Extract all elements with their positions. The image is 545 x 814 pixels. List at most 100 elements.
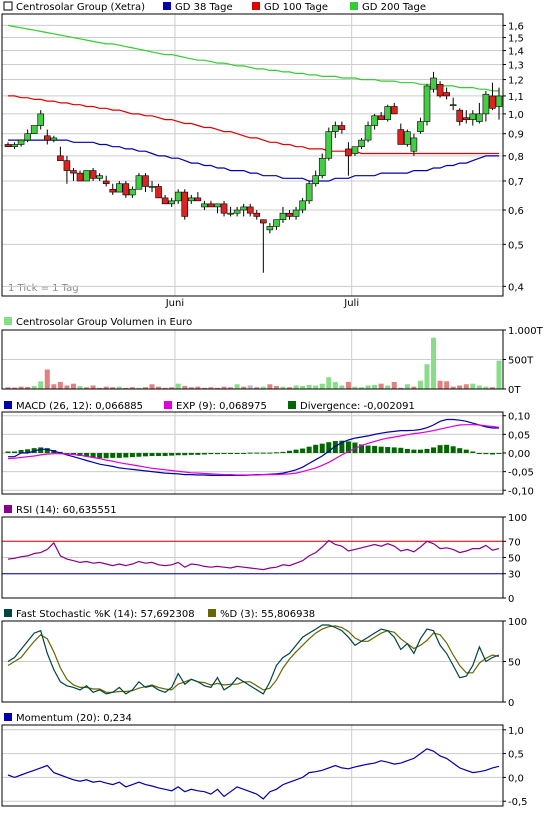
legend-swatch (4, 401, 12, 409)
candle-body (37, 113, 45, 126)
candle-body (397, 129, 405, 145)
candle-body (148, 186, 156, 188)
y-tick-label: 1,3 (508, 60, 524, 71)
volume-bar (201, 387, 207, 389)
legend-swatch (4, 713, 12, 721)
candle-body (30, 125, 38, 135)
legend-rsi: RSI (14): 60,635551 (16, 505, 117, 516)
price-ma-line (8, 139, 499, 182)
volume-legend: Centrosolar Group Volumen in Euro (4, 317, 192, 328)
legend-swatch (164, 401, 172, 409)
divergence-bar (12, 451, 18, 453)
candle-body (129, 188, 136, 196)
candle-body (50, 137, 58, 141)
y-tick-label: 1,1 (508, 92, 524, 103)
y-tick-label: 30 (508, 570, 521, 581)
divergence-bar (90, 453, 96, 458)
legend-stoch-k: Fast Stochastic %K (14): 57,692308 (16, 609, 195, 620)
volume-bar (267, 384, 273, 389)
candle-body (312, 175, 319, 185)
y-tick-label: 70 (508, 537, 521, 548)
candle-body (220, 203, 228, 214)
momentum-legend: Momentum (20): 0,234 (4, 713, 132, 724)
y-tick-label: 100 (508, 513, 527, 524)
candle-body (11, 144, 18, 147)
divergence-bar (365, 445, 371, 453)
divergence-bar (280, 451, 286, 453)
legend-swatch (4, 317, 12, 325)
candle-body (24, 133, 31, 141)
volume-bar (450, 386, 456, 389)
divergence-bar (470, 451, 476, 453)
volume-bar (182, 386, 188, 389)
macd-panel-frame (1, 411, 504, 495)
volume-bar (372, 384, 378, 389)
divergence-bar (411, 449, 417, 453)
divergence-bar (359, 444, 365, 453)
candle-body (443, 92, 450, 97)
divergence-bar (457, 448, 463, 453)
candle-body (43, 135, 51, 141)
candle-body (404, 131, 411, 145)
stoch-panel-frame (1, 620, 504, 703)
volume-bar (260, 386, 266, 389)
x-tick-label: Juni (165, 298, 184, 309)
divergence-bar (64, 453, 70, 454)
candle-body (194, 197, 202, 202)
volume-bar (391, 381, 397, 389)
candle-body (351, 146, 359, 154)
divergence-bar (162, 453, 168, 456)
candle-body (449, 104, 457, 106)
volume-bar (123, 387, 129, 389)
candle-body (240, 206, 247, 211)
volume-bar (136, 387, 142, 389)
y-tick-label: 0 (508, 594, 514, 605)
volume-bar (70, 383, 76, 389)
divergence-bar (398, 447, 404, 453)
divergence-bar (463, 449, 469, 453)
divergence-bar (372, 445, 378, 453)
divergence-bar (326, 442, 332, 453)
divergence-bar (116, 453, 122, 458)
price-legend: Centrosolar Group (Xetra) GD 38 Tage GD … (3, 1, 426, 13)
y-tick-label: 100 (508, 617, 527, 628)
divergence-bar (332, 441, 338, 453)
legend-divergence: Divergence: -0,002091 (300, 401, 415, 412)
divergence-bar (489, 453, 495, 455)
volume-bar (175, 383, 181, 389)
volume-bar (110, 387, 116, 389)
rsi-panel-frame (1, 516, 504, 599)
divergence-bar (208, 453, 214, 455)
divergence-bar (136, 453, 142, 457)
y-tick-label: -0,05 (508, 468, 534, 479)
divergence-bar (450, 446, 456, 453)
candle-body (142, 175, 149, 187)
volume-bar (5, 387, 11, 389)
y-tick-label: 0 (508, 698, 514, 709)
divergence-bar (221, 453, 227, 454)
candle-body (318, 157, 326, 177)
divergence-bar (391, 447, 397, 453)
divergence-bar (313, 444, 319, 453)
candle-body (338, 125, 346, 130)
divergence-bar (241, 453, 247, 454)
divergence-bar (417, 449, 423, 453)
y-tick-label: 1,4 (508, 47, 524, 58)
volume-bar (103, 386, 109, 389)
y-tick-label: 1,6 (508, 21, 524, 32)
divergence-bar (156, 453, 162, 456)
divergence-bar (142, 453, 148, 457)
volume-bar (489, 387, 495, 389)
volume-bar (241, 386, 247, 389)
candle-body (273, 219, 280, 227)
candle-body (305, 183, 313, 202)
legend-swatch (252, 2, 260, 10)
volume-bar (332, 381, 338, 389)
volume-bar (234, 384, 240, 389)
x-tick-label: Juli (343, 298, 359, 309)
divergence-bar (483, 453, 489, 455)
volume-bar (156, 386, 162, 389)
candle-body (332, 125, 339, 132)
candle-body (122, 183, 130, 196)
divergence-bar (195, 453, 201, 455)
